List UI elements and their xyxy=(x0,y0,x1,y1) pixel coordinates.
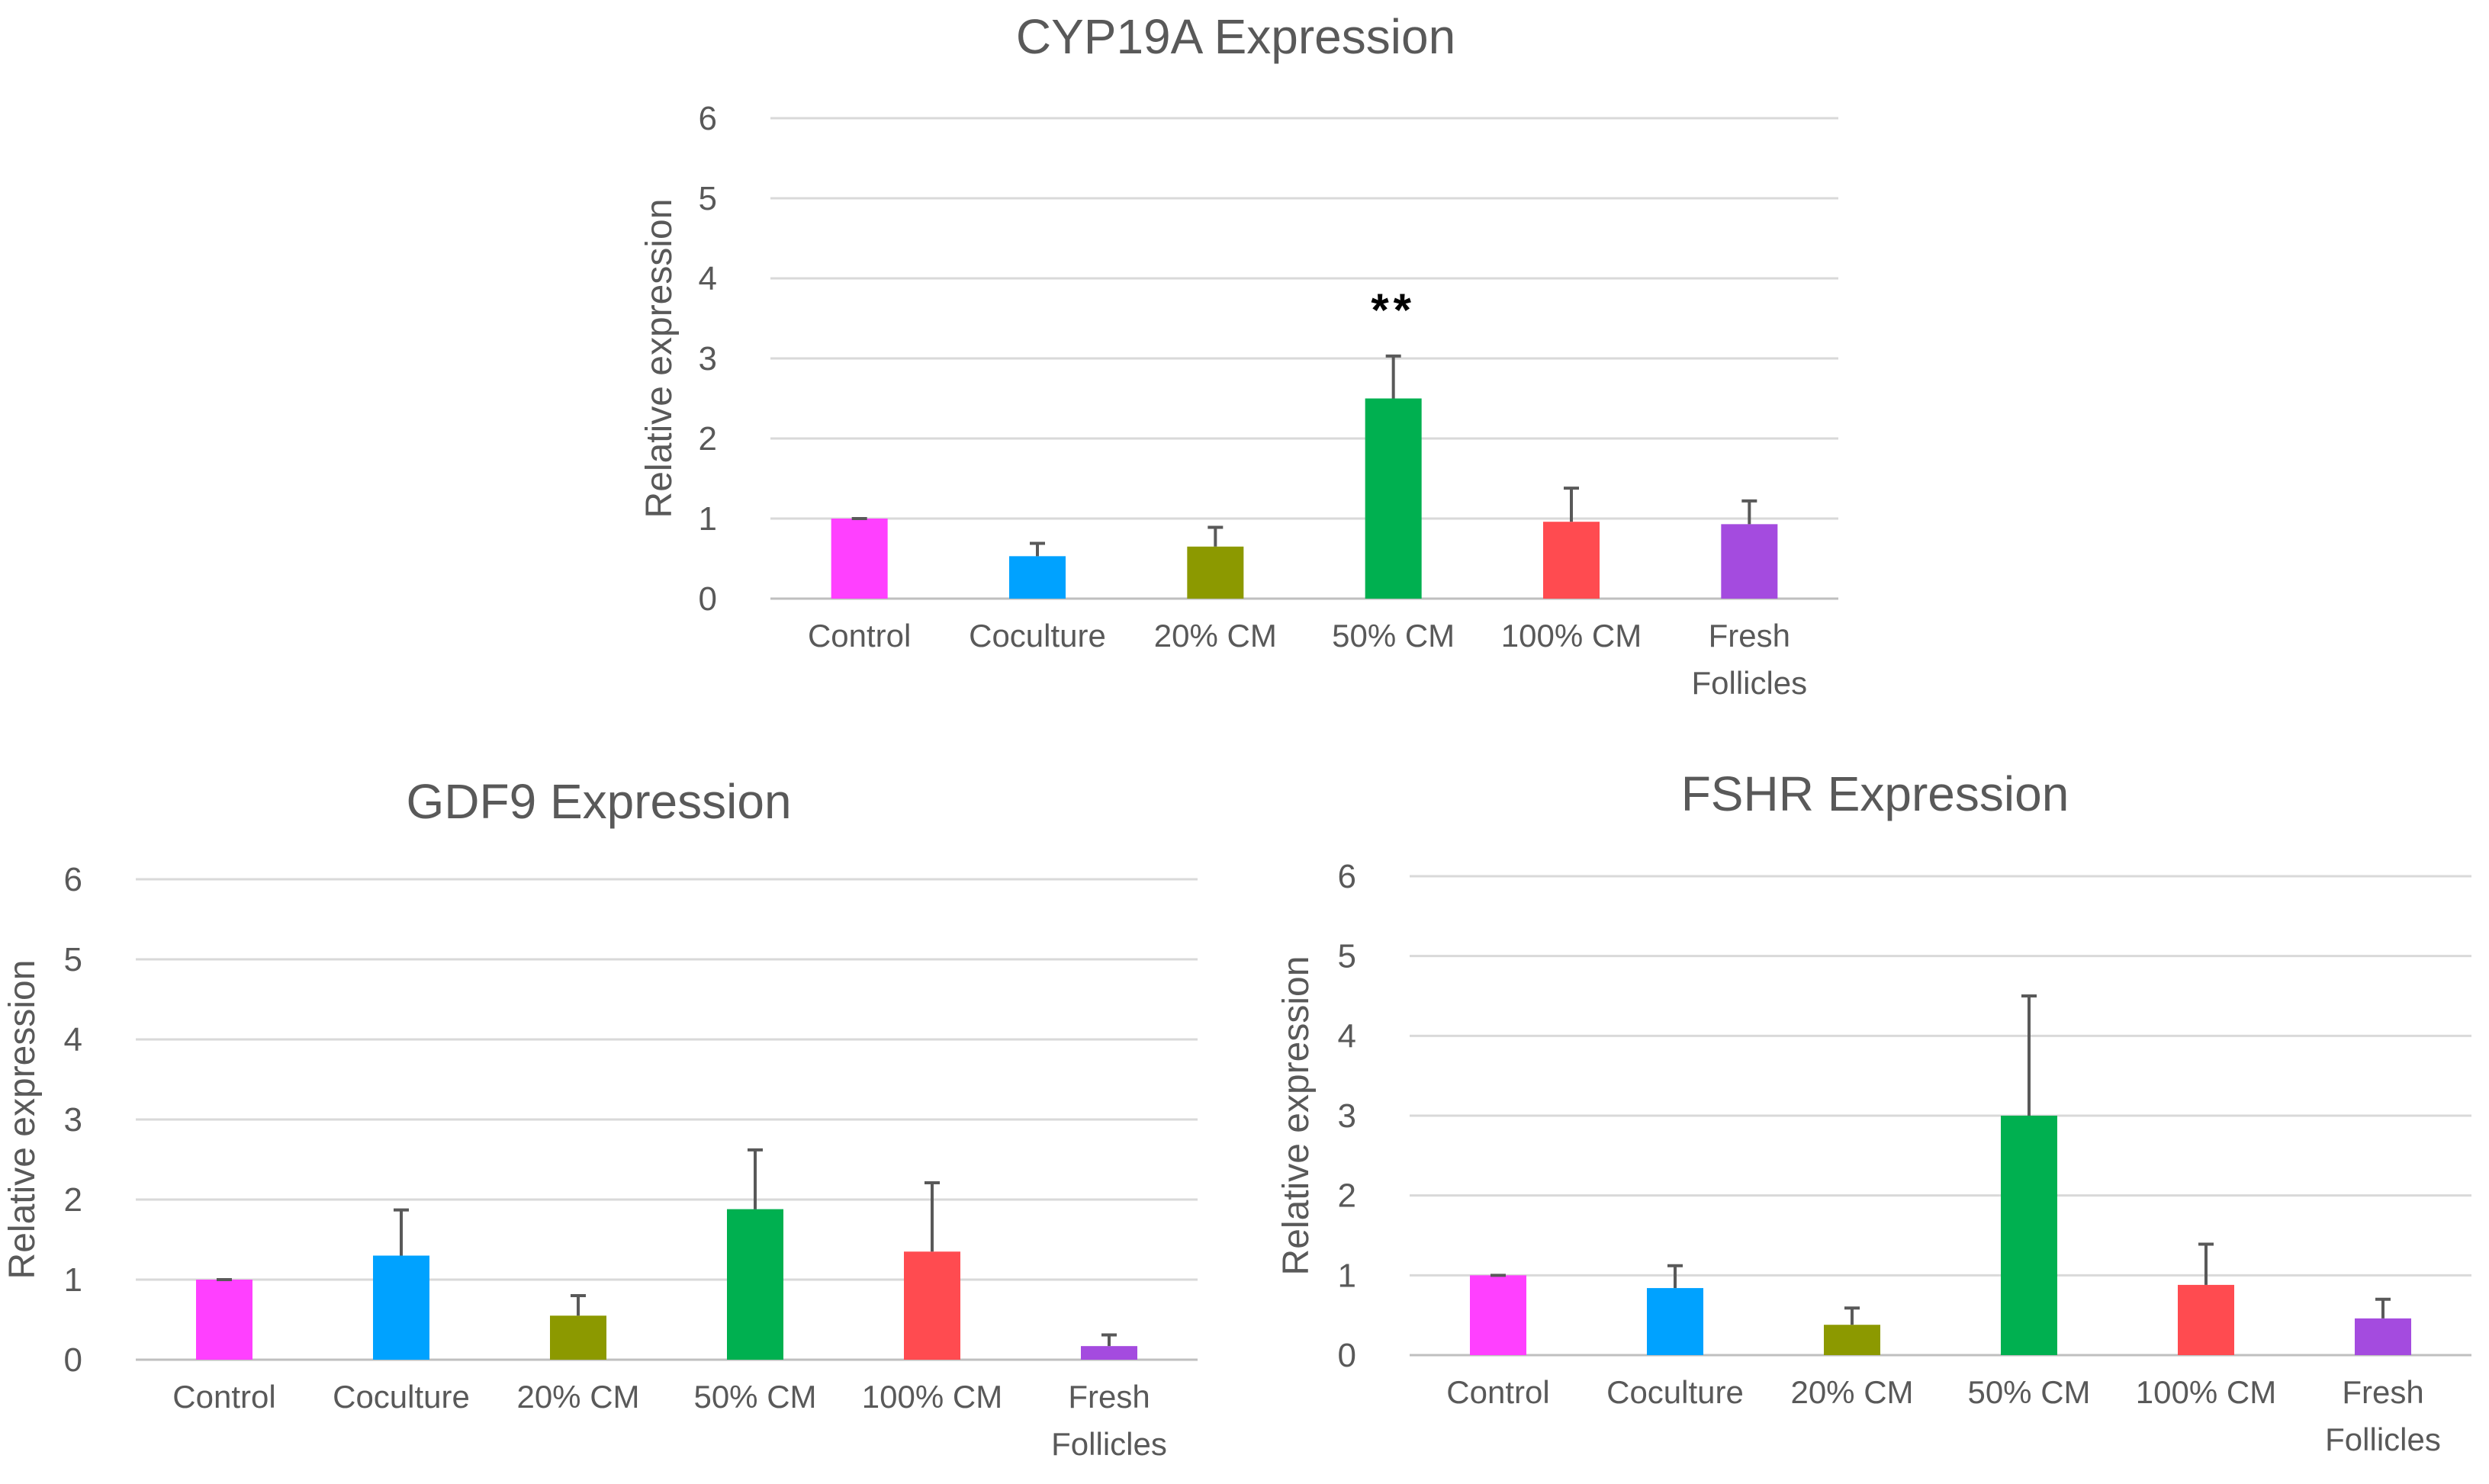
bar xyxy=(1824,1325,1880,1355)
bar xyxy=(727,1209,783,1360)
bar xyxy=(196,1280,252,1360)
bar xyxy=(1721,524,1778,599)
y-axis-label: Relative expression xyxy=(639,199,680,519)
y-axis-label: Relative expression xyxy=(1276,956,1317,1276)
chart-gdf9: GDF9 Expression Relative expression 0 1 2 3 4 5… xyxy=(2,774,1198,1462)
x-tick-label: 50% CM xyxy=(1332,618,1455,654)
y-tick-label: 1 xyxy=(699,500,717,538)
x-tick-label: 50% CM xyxy=(693,1379,816,1415)
x-tick-label: 20% CM xyxy=(516,1379,639,1415)
x-tick-label: Follicles xyxy=(1691,665,1807,701)
x-tick-label: 20% CM xyxy=(1790,1374,1913,1410)
chart-title: GDF9 Expression xyxy=(406,774,791,829)
bar xyxy=(1187,546,1244,599)
bar xyxy=(2001,1116,2057,1355)
x-tick-label: 100% CM xyxy=(862,1379,1002,1415)
y-tick-label: 4 xyxy=(1338,1017,1356,1055)
y-tick-label: 0 xyxy=(64,1341,82,1379)
chart-title: CYP19A Expression xyxy=(1016,9,1455,64)
bar xyxy=(2178,1284,2234,1355)
bar xyxy=(904,1251,960,1360)
x-tick-label: Coculture xyxy=(1606,1374,1744,1410)
y-axis-label: Relative expression xyxy=(2,960,43,1280)
y-tick-label: 1 xyxy=(1338,1257,1356,1294)
y-tick-label: 3 xyxy=(1338,1097,1356,1135)
significance-annotation: ** xyxy=(1371,284,1416,336)
x-tick-label: Fresh xyxy=(2342,1374,2423,1410)
bar xyxy=(373,1255,429,1360)
x-tick-label: 100% CM xyxy=(2136,1374,2276,1410)
bar xyxy=(831,519,888,599)
x-tick-label: 50% CM xyxy=(1967,1374,2090,1410)
x-tick-label: 100% CM xyxy=(1501,618,1642,654)
bar xyxy=(1543,522,1600,599)
y-tick-label: 6 xyxy=(64,861,82,898)
y-tick-label: 5 xyxy=(699,180,717,217)
bar xyxy=(1365,398,1422,599)
x-tick-label: Control xyxy=(808,618,911,654)
y-tick-label: 1 xyxy=(64,1261,82,1299)
y-tick-label: 2 xyxy=(64,1181,82,1219)
y-tick-label: 3 xyxy=(699,340,717,377)
y-tick-label: 5 xyxy=(1338,938,1356,975)
bar xyxy=(2355,1318,2411,1355)
chart-fshr: FSHR Expression Relative expression 0 1 2 3 4 5… xyxy=(1276,766,2471,1457)
y-tick-label: 0 xyxy=(1338,1337,1356,1374)
y-tick-label: 4 xyxy=(699,260,717,297)
x-tick-label: Coculture xyxy=(333,1379,470,1415)
y-tick-label: 5 xyxy=(64,941,82,978)
chart-title: FSHR Expression xyxy=(1681,766,2069,821)
x-tick-label: Fresh xyxy=(1068,1379,1150,1415)
y-tick-label: 0 xyxy=(699,580,717,618)
chart-cyp19a: CYP19A Expression Relative expression 0 1 2 3… xyxy=(639,9,1838,701)
y-tick-label: 2 xyxy=(1338,1177,1356,1215)
bar xyxy=(1009,556,1066,599)
x-tick-label: Coculture xyxy=(969,618,1106,654)
bar xyxy=(1470,1275,1526,1355)
bar xyxy=(550,1315,606,1360)
x-tick-label: Follicles xyxy=(1051,1426,1167,1462)
y-tick-label: 6 xyxy=(1338,858,1356,895)
y-tick-label: 6 xyxy=(699,100,717,137)
x-tick-label: Follicles xyxy=(2325,1421,2441,1457)
bar xyxy=(1647,1288,1703,1355)
y-tick-label: 3 xyxy=(64,1101,82,1139)
x-tick-label: Fresh xyxy=(1709,618,1790,654)
x-tick-label: 20% CM xyxy=(1154,618,1277,654)
x-tick-label: Control xyxy=(1446,1374,1549,1410)
y-tick-label: 4 xyxy=(64,1021,82,1058)
y-tick-label: 2 xyxy=(699,420,717,458)
x-tick-label: Control xyxy=(172,1379,275,1415)
bar xyxy=(1081,1346,1137,1360)
